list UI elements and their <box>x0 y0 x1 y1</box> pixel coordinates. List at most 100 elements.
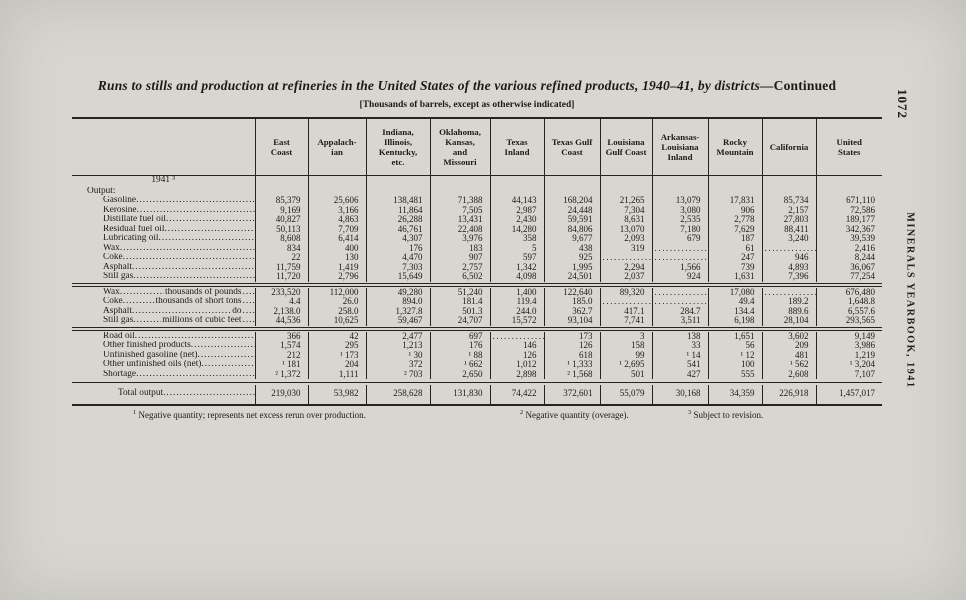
table-cell: ¹ 562 <box>761 360 816 370</box>
table-cell: 3,511 <box>651 316 708 326</box>
table-cell: 7,505 <box>429 205 490 215</box>
table-cell-empty <box>543 175 600 187</box>
table-cell: 2,898 <box>489 369 544 379</box>
table-row: Still gas 11,7202,79615,6496,5024,09824,5… <box>72 272 882 282</box>
table-cell: 2,757 <box>429 262 490 272</box>
table-cell: 834 <box>254 243 308 253</box>
table-cell: ................................ <box>599 253 652 263</box>
table-cell: 17,080 <box>707 287 762 297</box>
table-cell: 400 <box>307 243 366 253</box>
table-cell-empty <box>651 175 708 187</box>
table-cell: ................................ <box>489 331 544 341</box>
table-cell: 134.4 <box>707 306 762 316</box>
table-cell: ¹ 2,695 <box>599 360 652 370</box>
column-header-5: Texas Gulf Coast <box>543 118 600 176</box>
table-cell-empty <box>761 175 816 187</box>
table-cell: 8,608 <box>254 234 308 244</box>
table-cell: 739 <box>707 262 762 272</box>
table-cell: 15,649 <box>365 272 430 282</box>
total-label: Total output <box>118 388 164 398</box>
table-cell: 28,104 <box>761 316 816 326</box>
table-cell: 59,467 <box>365 316 430 326</box>
table-cell: 1,651 <box>707 331 762 341</box>
table-cell: 7,741 <box>599 316 652 326</box>
table-cell: 8,244 <box>815 253 882 263</box>
table-cell-empty <box>429 186 490 196</box>
table-cell: 6,502 <box>429 272 490 282</box>
table-row: Gasoline85,37925,606138,48171,38844,1431… <box>72 196 882 206</box>
table-cell: 4,098 <box>489 272 544 282</box>
table-cell: 8,631 <box>599 215 652 225</box>
table-cell: 2,477 <box>365 331 430 341</box>
page-title: Runs to stills and production at refiner… <box>62 78 872 94</box>
separator-rule <box>72 382 882 384</box>
table-cell: 319 <box>599 243 652 253</box>
column-header-8: Rocky Mountain <box>707 118 762 176</box>
footnote-3-text: Subject to revision. <box>693 410 764 420</box>
total-row: Total output 219,03053,982258,628131,8307… <box>72 385 882 405</box>
row-label: Gasoline <box>103 196 137 205</box>
table-cell: 13,431 <box>429 215 490 225</box>
table-cell: 49,280 <box>365 287 430 297</box>
row-unit: do <box>232 306 242 316</box>
group-separator-double-rule <box>72 326 882 331</box>
table-cell: 85,379 <box>254 196 308 206</box>
table-cell: ................................ <box>651 287 708 297</box>
table-cell: 541 <box>651 360 708 370</box>
footnote-1-mark: 1 <box>133 409 137 416</box>
table-cell: 176 <box>429 341 490 351</box>
table-cell: 2,093 <box>599 234 652 244</box>
table-cell: 1,400 <box>489 287 544 297</box>
table-cell: 358 <box>489 234 544 244</box>
refinery-output-table: East Coast Appalach- ian Indiana, Illinois… <box>72 117 882 406</box>
table-cell: 9,677 <box>543 234 600 244</box>
table-cell: 2,138.0 <box>254 306 308 316</box>
table-row: Road oil 366422,477697...................… <box>72 331 882 341</box>
table-cell: 3,166 <box>307 205 366 215</box>
page-number: 1072 <box>895 89 910 119</box>
table-cell: 7,304 <box>599 205 652 215</box>
table-cell: 13,079 <box>651 196 708 206</box>
footnote-2: 2 Negative quantity (overage). <box>520 409 629 420</box>
table-cell-empty <box>543 186 600 196</box>
table-cell: 417.1 <box>599 306 652 316</box>
table-cell: 438 <box>543 243 600 253</box>
table-row: Still gas millions of cubic feet 44,53610,… <box>72 316 882 326</box>
table-cell: 34,359 <box>707 385 762 405</box>
table-cell: 1,631 <box>707 272 762 282</box>
table-cell: 61 <box>707 243 762 253</box>
table-cell: 501 <box>599 369 652 379</box>
table-cell: ¹ 30 <box>365 350 430 360</box>
table-cell: ................................ <box>651 253 708 263</box>
table-cell: 88,411 <box>761 224 816 234</box>
table-cell: 130 <box>307 253 366 263</box>
table-cell: 158 <box>599 341 652 351</box>
row-label: Other finished products <box>103 341 191 350</box>
table-cell-empty <box>707 186 762 196</box>
table-cell: 2,987 <box>489 205 544 215</box>
table-cell: 138 <box>651 331 708 341</box>
title-italic-text: Runs to stills and production at refiner… <box>97 78 774 93</box>
table-cell: 3,080 <box>651 205 708 215</box>
table-cell: 11,759 <box>254 262 308 272</box>
table-cell: 946 <box>761 253 816 263</box>
table-cell: 3 <box>599 331 652 341</box>
table-cell: 22 <box>254 253 308 263</box>
table-cell: 293,565 <box>815 316 882 326</box>
table-cell: 39,539 <box>815 234 882 244</box>
footnote-3-mark: 3 <box>688 409 692 416</box>
book-title-sidebar: MINERALS YEARBOOK, 1941 <box>904 212 916 389</box>
column-header-2: Indiana, Illinois, Kentucky, etc. <box>365 118 430 176</box>
table-cell: 372 <box>365 360 430 370</box>
row-label: Other unfinished oils (net) <box>103 360 202 369</box>
table-cell: 2,796 <box>307 272 366 282</box>
table-cell: 4,893 <box>761 262 816 272</box>
table-cell: ¹ 88 <box>429 350 490 360</box>
column-header-10: United States <box>815 118 882 176</box>
table-cell: 925 <box>543 253 600 263</box>
table-cell-empty <box>429 175 490 187</box>
table-cell: 44,536 <box>254 316 308 326</box>
table-cell: 42 <box>307 331 366 341</box>
